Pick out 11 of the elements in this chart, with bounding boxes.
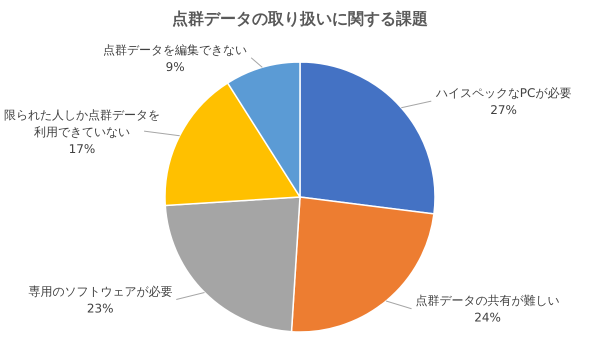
data-label: 9% [166,60,185,74]
data-label: 23% [86,302,114,316]
chart-title: 点群データの取り扱いに関する課題 [172,9,428,28]
data-label: 24% [474,310,501,325]
slice-label: 専用のソフトウェアが必要 [28,284,172,299]
data-label: 27% [490,103,517,118]
slice-label: 点群データを編集できない [103,42,248,57]
slice-label: ハイスペックなPCが必要 [434,86,572,100]
slice-label: 限られた人しか点群データを利用できていない [4,108,160,140]
slice-label: 点群データの共有が難しい [416,294,560,308]
data-label: 17% [68,142,96,156]
